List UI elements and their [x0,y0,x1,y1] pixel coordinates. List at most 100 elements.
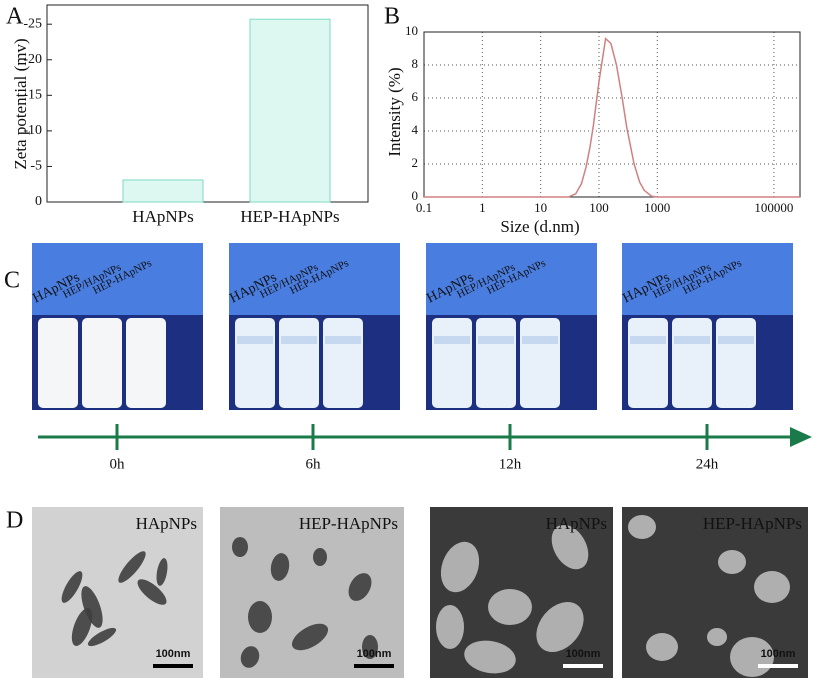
y-tick-label: 6 [412,89,419,104]
particle [646,633,678,661]
x-tick-label: HEP-HApNPs [240,207,339,226]
y-tick-label: -15 [23,88,42,103]
y-tick-label: 8 [412,56,419,71]
vial-clear [478,336,514,344]
micrograph-label: HApNPs [136,514,197,533]
vial [82,318,122,408]
particle [362,635,378,659]
time-label: 6h [306,456,322,472]
particle [137,579,167,605]
x-tick-label: 1 [479,200,486,215]
particle [551,524,589,570]
bar [122,179,204,203]
particle [348,573,372,601]
x-tick-label: 100 [589,200,609,215]
particle [156,558,168,586]
micrograph: HEP-HApNPs 100nm [622,507,808,678]
particle [81,586,103,628]
particle [270,553,290,581]
timeline-arrow [790,427,812,447]
x-tick-label: HApNPs [132,207,193,226]
panel-label: B [384,4,400,30]
time-label: 12h [499,456,522,472]
y-axis-label: Intensity (%) [385,67,404,156]
photo-top [426,243,597,315]
vial [235,318,275,408]
y-tick-label: -25 [23,16,42,31]
particle [718,550,746,574]
vial [279,318,319,408]
vial [716,318,756,408]
vial-clear [434,336,470,344]
vial-clear [630,336,666,344]
y-tick-label: 10 [405,23,418,38]
panel-label: A [6,4,24,30]
particle [291,623,329,651]
panel-label: D [6,508,23,534]
particle [707,628,727,646]
micrograph: HApNPs 100nm [430,507,613,678]
x-tick-label: 0.1 [416,200,432,215]
axes-frame [46,4,369,203]
bar [249,18,331,203]
vial-clear [325,336,361,344]
particle [488,589,532,625]
micrograph-label: HEP-HApNPs [299,514,398,533]
y-tick-label: 0 [412,188,419,203]
vial [476,318,516,408]
y-tick-label: 2 [412,155,419,170]
x-tick-label: 100000 [754,200,793,215]
y-tick-label: -10 [23,123,42,138]
particle [240,646,260,668]
scale-bar-label: 100nm [761,648,796,660]
particle [87,627,117,647]
particle [313,548,327,566]
scale-bar-label: 100nm [357,648,392,660]
particle [71,608,93,646]
vial [672,318,712,408]
particle [61,571,83,603]
y-tick-label: 0 [35,194,42,209]
y-axis-label: Zeta potential (mv) [11,38,30,169]
photo-top [32,243,203,315]
y-tick-label: -5 [30,159,42,174]
particle [118,551,146,583]
photo-top [229,243,400,315]
axes-frame [423,31,801,198]
particle [754,571,790,603]
vial [432,318,472,408]
x-axis-label: Size (d.nm) [500,217,579,236]
particle [440,541,480,593]
micrograph: HEP-HApNPs 100nm [220,507,404,678]
vial-clear [674,336,710,344]
particle [248,601,272,633]
micrograph: HApNPs 100nm [32,507,203,678]
micrograph-bg [32,507,203,678]
data-line [424,37,800,198]
vial [126,318,166,408]
scale-bar-label: 100nm [156,648,191,660]
y-tick-label: -20 [23,52,42,67]
particle [628,515,656,539]
vial-clear [522,336,558,344]
particle [436,605,464,649]
vial-clear [237,336,273,344]
micrograph-label: HEP-HApNPs [703,514,802,533]
particle [464,640,516,674]
photo-top [622,243,793,315]
vial [628,318,668,408]
vial-clear [281,336,317,344]
particle [536,601,584,653]
vial [38,318,78,408]
vial-clear [718,336,754,344]
time-label: 24h [696,456,719,472]
time-label: 0h [110,456,126,472]
y-tick-label: 4 [412,122,419,137]
micrograph-label: HApNPs [546,514,607,533]
particle [232,537,248,557]
